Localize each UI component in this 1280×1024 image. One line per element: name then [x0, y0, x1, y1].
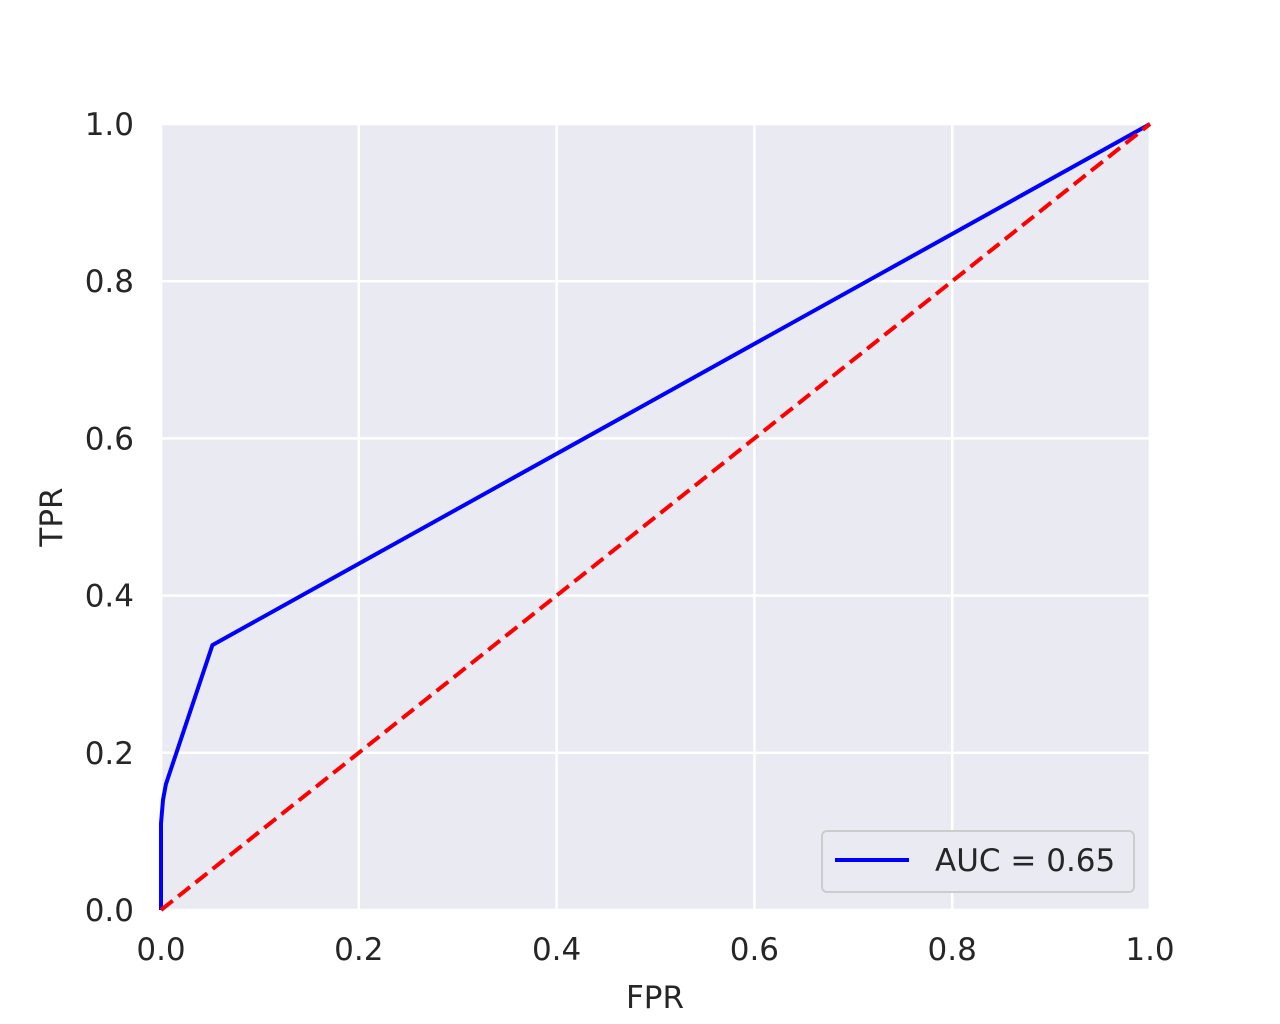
- grid: [159, 122, 1152, 912]
- x-tick-label: 0.8: [928, 932, 977, 968]
- y-tick-label: 0.4: [85, 579, 134, 615]
- x-tick-label: 1.0: [1125, 932, 1174, 968]
- y-tick-label: 0.8: [85, 264, 134, 300]
- x-tick-label: 0.2: [334, 932, 383, 968]
- legend-box: [821, 830, 1135, 893]
- legend: AUC = 0.65: [821, 830, 1135, 893]
- chance-diagonal-line: [159, 122, 1152, 912]
- series-layer: [159, 122, 1152, 912]
- x-tick-label: 0.0: [136, 932, 185, 968]
- x-tick-label: 0.6: [730, 932, 779, 968]
- legend-label-auc: AUC = 0.65: [935, 843, 1115, 879]
- y-tick-label: 0.0: [85, 893, 134, 929]
- roc-curve-line: [159, 122, 1151, 910]
- y-tick-labels: 0.0 0.2 0.4 0.6 0.8 1.0: [85, 107, 134, 929]
- y-tick-label: 1.0: [85, 107, 134, 143]
- y-tick-label: 0.2: [85, 736, 134, 772]
- x-axis-title: FPR: [626, 980, 684, 1016]
- x-tick-label: 0.4: [532, 932, 581, 968]
- y-tick-label: 0.6: [85, 421, 134, 457]
- x-tick-labels: 0.0 0.2 0.4 0.6 0.8 1.0: [136, 932, 1174, 968]
- y-axis-title: TPR: [34, 487, 70, 547]
